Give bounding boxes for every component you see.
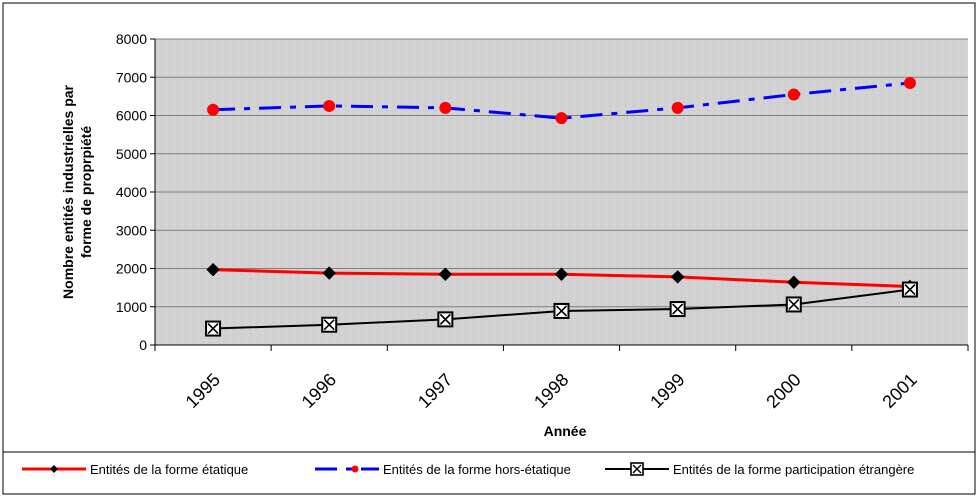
legend-label: Entités de la forme hors-étatique (383, 462, 571, 477)
circle-marker (439, 101, 452, 114)
y-tick-label: 3000 (116, 222, 147, 238)
y-tick-label: 6000 (116, 108, 147, 124)
data-point (785, 296, 802, 313)
circle-marker (787, 88, 800, 101)
data-point (437, 311, 454, 328)
circle-marker (555, 112, 568, 125)
data-point (438, 267, 453, 281)
data-point (903, 76, 916, 89)
y-axis-ticks: 0 1000 2000 3000 4000 5000 6000 7000 8000 (116, 31, 147, 353)
legend-circle-marker (351, 465, 359, 473)
square-marker-x (788, 298, 800, 311)
y-tick-label: 5000 (116, 146, 147, 162)
diamond-marker (554, 267, 569, 281)
data-point (205, 320, 222, 337)
diamond-marker (438, 267, 453, 281)
data-point (554, 267, 569, 281)
circle-marker (903, 76, 916, 89)
series-group (205, 76, 918, 337)
y-tick-label: 0 (139, 337, 147, 353)
y-tick-label: 4000 (116, 184, 147, 200)
square-marker-x (672, 303, 684, 315)
data-point (207, 103, 220, 116)
legend-square-marker-x (632, 464, 642, 474)
data-point (323, 99, 336, 112)
legend-item-3: Entités de la forme participation étrang… (605, 462, 914, 477)
y-axis-label: Nombre entités industrielles par forme d… (60, 84, 94, 298)
series-3 (205, 281, 918, 337)
y-tick-label: 8000 (116, 31, 147, 47)
legend-label: Entités de la forme participation étrang… (673, 462, 914, 477)
square-marker-x (439, 313, 451, 325)
data-point (439, 101, 452, 114)
diamond-marker (787, 275, 801, 289)
diamond-marker (206, 262, 220, 277)
x-axis-label: Année (544, 423, 587, 439)
data-point (669, 301, 686, 318)
data-point (321, 316, 338, 333)
square-marker-x (323, 319, 335, 331)
diamond-marker (322, 266, 336, 280)
data-point (787, 275, 801, 289)
square-marker-x (904, 283, 916, 296)
y-tick-label: 2000 (116, 261, 147, 277)
legend-label: Entités de la forme étatique (90, 462, 248, 477)
y-axis-label-line-1: Nombre entités industrielles par (60, 84, 76, 298)
legend: Entités de la forme étatique Entités de l… (22, 462, 914, 477)
y-tick-label: 7000 (116, 69, 147, 85)
square-marker-x (207, 322, 219, 335)
axes (150, 38, 969, 351)
circle-marker (323, 99, 336, 112)
diamond-marker (670, 270, 685, 284)
data-point (322, 266, 336, 280)
series-2 (207, 76, 916, 125)
data-point (555, 112, 568, 125)
data-point (901, 281, 918, 298)
legend-diamond-marker (50, 465, 58, 473)
legend-box (2, 451, 976, 495)
data-point (670, 270, 685, 284)
y-tick-label: 1000 (116, 299, 147, 315)
data-point (206, 262, 220, 277)
data-point (671, 101, 684, 114)
data-point (553, 302, 570, 319)
circle-marker (207, 103, 220, 116)
legend-item-1: Entités de la forme étatique (22, 462, 248, 477)
circle-marker (671, 101, 684, 114)
data-point (787, 88, 800, 101)
legend-item-2: Entités de la forme hors-étatique (315, 462, 571, 477)
square-marker-x (555, 305, 568, 317)
y-axis-label-line-2: forme de proprpiété (78, 126, 94, 258)
